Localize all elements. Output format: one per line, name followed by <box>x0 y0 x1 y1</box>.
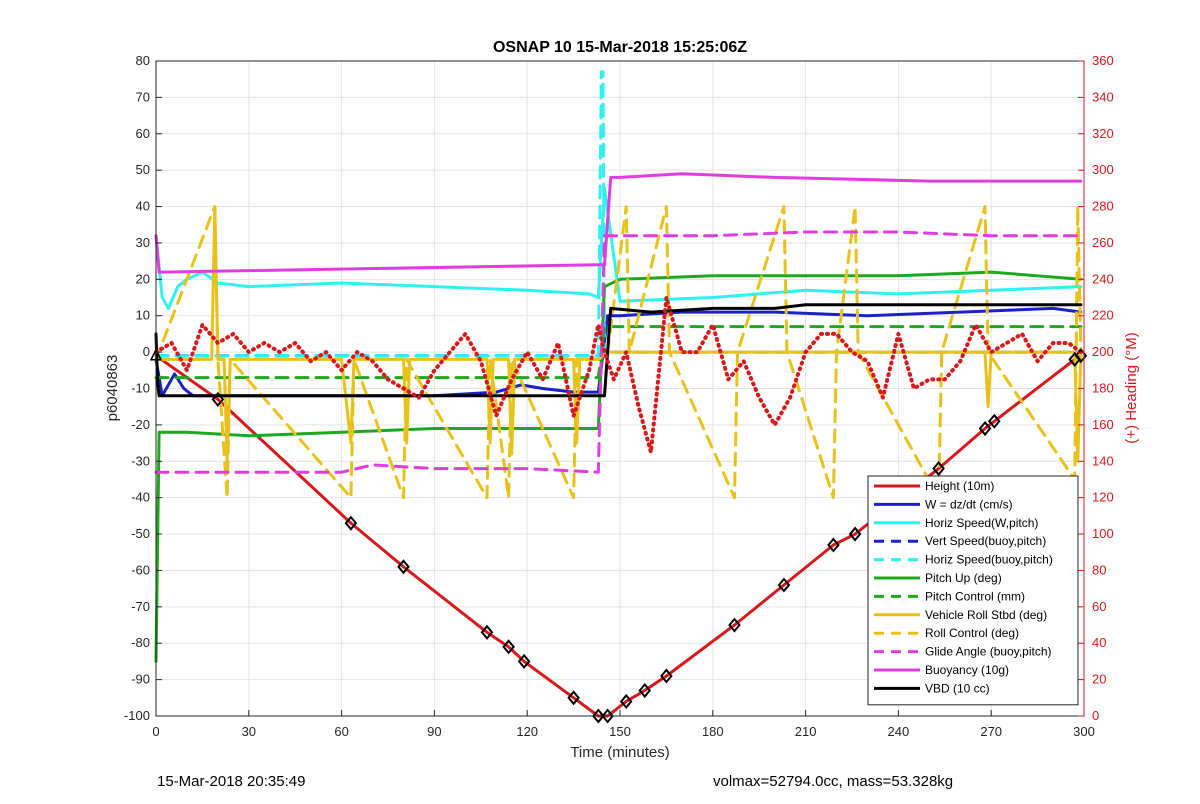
legend-label: Vehicle Roll Stbd (deg) <box>925 608 1047 622</box>
legend-label: Horiz Speed(buoy,pitch) <box>925 553 1053 567</box>
y2-tick-label: 360 <box>1092 53 1114 68</box>
x-tick-label: 90 <box>427 724 441 739</box>
series-line-1 <box>154 306 1083 398</box>
x-tick-label: 240 <box>888 724 910 739</box>
y2-tick-label: 220 <box>1092 308 1114 323</box>
y-tick-label: -40 <box>131 490 150 505</box>
height-marker <box>660 668 673 684</box>
height-marker <box>827 537 840 553</box>
legend-label: Horiz Speed(W,pitch) <box>925 516 1038 530</box>
x-tick-label: 270 <box>980 724 1002 739</box>
y-tick-label: 40 <box>136 199 150 214</box>
height-marker <box>638 682 652 699</box>
legend-label: Buoyancy (10g) <box>925 663 1009 677</box>
y2-tick-label: 60 <box>1092 599 1106 614</box>
height-marker <box>344 515 358 531</box>
y2-tick-label: 340 <box>1092 89 1114 104</box>
y2-tick-label: 140 <box>1092 453 1114 468</box>
height-marker <box>932 460 945 477</box>
y-tick-label: -100 <box>124 708 150 723</box>
legend-box <box>867 475 1079 706</box>
y2-tick-label: 0 <box>1092 708 1099 723</box>
y-tick-label: 50 <box>136 162 150 177</box>
x-axis-label: Time (minutes) <box>570 744 669 761</box>
legend-label: Height (10m) <box>925 479 994 493</box>
y-tick-label: -60 <box>131 562 150 577</box>
y2-tick-label: 120 <box>1092 490 1114 505</box>
series-line-12 <box>154 295 1083 455</box>
y-tick-label: -20 <box>131 417 150 432</box>
y-tick-label: -50 <box>131 526 150 541</box>
height-marker <box>517 653 531 669</box>
legend-label: Vert Speed(buoy,pitch) <box>925 534 1046 548</box>
height-marker <box>619 693 633 710</box>
y-tick-label: 80 <box>136 53 150 68</box>
y2-tick-label: 200 <box>1092 344 1114 359</box>
series-line-2 <box>154 186 1083 310</box>
y2-axis-label: (+) Heading (°M) <box>1123 332 1140 443</box>
y2-tick-label: 300 <box>1092 162 1114 177</box>
height-marker <box>567 690 580 706</box>
series-line-10 <box>154 172 1083 274</box>
y2-tick-label: 20 <box>1092 672 1106 687</box>
y-tick-label: 60 <box>136 126 150 141</box>
series-line-0 <box>154 354 1083 718</box>
height-marker <box>728 617 741 633</box>
height-marker <box>592 708 605 724</box>
height-marker <box>397 559 410 575</box>
legend-label: W = dz/dt (cm/s) <box>925 497 1013 511</box>
y2-tick-label: 40 <box>1092 635 1106 650</box>
y-tick-label: 30 <box>136 235 150 250</box>
series-line-5 <box>154 270 1083 663</box>
height-marker <box>502 639 515 655</box>
footer-volmax-mass: volmax=52794.0cc, mass=53.328kg <box>713 773 954 790</box>
height-marker <box>777 577 791 593</box>
y2-tick-label: 280 <box>1092 199 1114 214</box>
legend: Height (10m) W = dz/dt (cm/s) Horiz Speed(… <box>867 475 1079 706</box>
y-axis-label: p6040863 <box>104 355 121 422</box>
y-tick-label: -80 <box>131 635 150 650</box>
y2-tick-label: 80 <box>1092 562 1106 577</box>
y2-tick-label: 260 <box>1092 235 1114 250</box>
x-tick-label: 300 <box>1073 724 1095 739</box>
height-marker <box>978 420 992 437</box>
x-tick-label: 60 <box>334 724 348 739</box>
y2-tick-label: 100 <box>1092 526 1114 541</box>
legend-label: Glide Angle (buoy,pitch) <box>925 645 1052 659</box>
legend-label: Pitch Up (deg) <box>925 571 1002 585</box>
y2-tick-label: 320 <box>1092 126 1114 141</box>
y-tick-label: -70 <box>131 599 150 614</box>
y2-tick-label: 240 <box>1092 271 1114 286</box>
y-tick-label: 70 <box>136 89 150 104</box>
legend-label: Pitch Control (mm) <box>925 589 1025 603</box>
series-layer <box>149 70 1088 724</box>
x-tick-label: 30 <box>242 724 256 739</box>
y-tick-label: 10 <box>136 308 150 323</box>
footer-timestamp: 15-Mar-2018 20:35:49 <box>157 773 306 790</box>
x-tick-label: 120 <box>516 724 538 739</box>
x-tick-label: 180 <box>702 724 724 739</box>
y-tick-label: -30 <box>131 453 150 468</box>
x-tick-label: 0 <box>152 724 159 739</box>
y2-tick-label: 160 <box>1092 417 1114 432</box>
y-tick-label: -90 <box>131 672 150 687</box>
y2-tick-label: 180 <box>1092 381 1114 396</box>
series-line-9 <box>154 230 1083 474</box>
x-tick-label: 150 <box>609 724 631 739</box>
height-marker <box>848 526 862 542</box>
height-marker <box>480 624 494 640</box>
height-marker <box>987 413 1001 429</box>
y-tick-label: 20 <box>136 271 150 286</box>
y-tick-label: -10 <box>131 381 150 396</box>
series-line-11 <box>154 303 1083 398</box>
axes: 0 30 60 90 120 150 180 210 240 270 300-100-90-80-7… <box>124 53 1114 739</box>
height-marker <box>601 708 614 724</box>
legend-label: VBD (10 cc) <box>925 681 990 695</box>
chart-title: OSNAP 10 15-Mar-2018 15:25:06Z <box>493 39 747 56</box>
y-tick-label: 0 <box>143 344 150 359</box>
height-marker <box>211 391 225 407</box>
x-tick-label: 210 <box>795 724 817 739</box>
legend-label: Roll Control (deg) <box>925 626 1019 640</box>
